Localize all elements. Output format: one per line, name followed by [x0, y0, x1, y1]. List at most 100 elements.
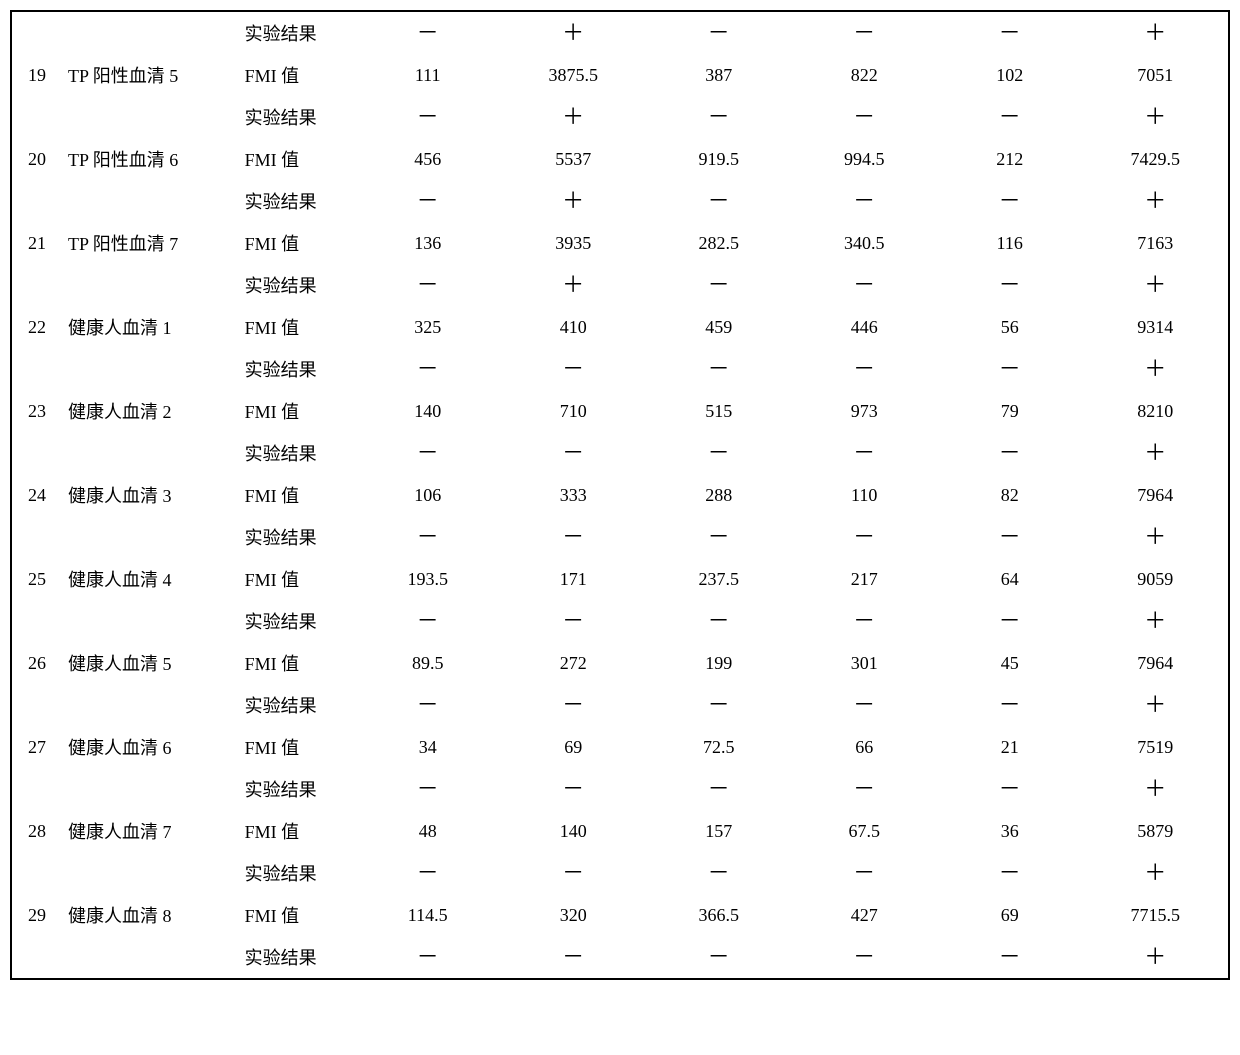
minus-symbol: － — [853, 442, 875, 464]
fmi-value-cell: 69 — [937, 894, 1083, 936]
row-index — [12, 432, 64, 474]
sample-name: 健康人血清 5 — [64, 642, 241, 684]
fmi-value-cell: 7429.5 — [1082, 138, 1228, 180]
result-cell: － — [646, 96, 792, 138]
plus-symbol: ＋ — [1144, 610, 1166, 632]
table-row: 20TP 阳性血清 6FMI 值4565537919.5994.52127429… — [12, 138, 1228, 180]
result-cell: － — [937, 600, 1083, 642]
sample-name — [64, 264, 241, 306]
result-cell: － — [791, 180, 937, 222]
table-row: 24健康人血清 3FMI 值106333288110827964 — [12, 474, 1228, 516]
plus-symbol: ＋ — [1144, 274, 1166, 296]
result-cell: － — [500, 684, 646, 726]
fmi-value-cell: 72.5 — [646, 726, 792, 768]
result-cell: － — [646, 600, 792, 642]
metric-label: 实验结果 — [241, 264, 355, 306]
sample-name — [64, 12, 241, 54]
sample-name: 健康人血清 3 — [64, 474, 241, 516]
sample-name: 健康人血清 2 — [64, 390, 241, 432]
result-cell: － — [791, 684, 937, 726]
result-cell: － — [355, 12, 501, 54]
result-cell: － — [355, 432, 501, 474]
sample-name: 健康人血清 1 — [64, 306, 241, 348]
fmi-value-cell: 79 — [937, 390, 1083, 432]
sample-name — [64, 180, 241, 222]
minus-symbol: － — [562, 526, 584, 548]
sample-name — [64, 768, 241, 810]
metric-label: FMI 值 — [241, 138, 355, 180]
minus-symbol: － — [417, 778, 439, 800]
row-index — [12, 180, 64, 222]
result-cell: － — [791, 516, 937, 558]
metric-label: 实验结果 — [241, 348, 355, 390]
result-cell: ＋ — [1082, 600, 1228, 642]
result-cell: － — [791, 348, 937, 390]
result-cell: － — [355, 348, 501, 390]
table-row: 22健康人血清 1FMI 值325410459446569314 — [12, 306, 1228, 348]
fmi-value-cell: 7964 — [1082, 474, 1228, 516]
fmi-value-cell: 89.5 — [355, 642, 501, 684]
fmi-value-cell: 3875.5 — [500, 54, 646, 96]
fmi-value-cell: 82 — [937, 474, 1083, 516]
sample-name — [64, 96, 241, 138]
minus-symbol: － — [708, 358, 730, 380]
result-cell: － — [646, 12, 792, 54]
metric-label: FMI 值 — [241, 306, 355, 348]
result-cell: － — [355, 852, 501, 894]
result-cell: ＋ — [500, 180, 646, 222]
fmi-value-cell: 136 — [355, 222, 501, 264]
result-cell: ＋ — [500, 12, 646, 54]
result-cell: ＋ — [1082, 348, 1228, 390]
result-cell: ＋ — [500, 264, 646, 306]
row-index — [12, 12, 64, 54]
sample-name: TP 阳性血清 7 — [64, 222, 241, 264]
minus-symbol: － — [999, 358, 1021, 380]
minus-symbol: － — [708, 778, 730, 800]
table-row: 27健康人血清 6FMI 值346972.566217519 — [12, 726, 1228, 768]
sample-name: 健康人血清 4 — [64, 558, 241, 600]
metric-label: FMI 值 — [241, 558, 355, 600]
result-cell: － — [500, 768, 646, 810]
fmi-value-cell: 410 — [500, 306, 646, 348]
minus-symbol: － — [417, 946, 439, 968]
result-cell: ＋ — [1082, 180, 1228, 222]
fmi-value-cell: 5879 — [1082, 810, 1228, 852]
result-cell: － — [937, 516, 1083, 558]
fmi-value-cell: 919.5 — [646, 138, 792, 180]
sample-name — [64, 852, 241, 894]
result-cell: － — [500, 348, 646, 390]
row-index — [12, 936, 64, 978]
minus-symbol: － — [853, 610, 875, 632]
fmi-value-cell: 171 — [500, 558, 646, 600]
result-cell: － — [791, 432, 937, 474]
table-row: 实验结果－－－－－＋ — [12, 432, 1228, 474]
fmi-value-cell: 387 — [646, 54, 792, 96]
result-cell: － — [937, 180, 1083, 222]
table-body: 实验结果－＋－－－＋19TP 阳性血清 5FMI 值1113875.538782… — [12, 12, 1228, 978]
sample-name — [64, 348, 241, 390]
row-index: 20 — [12, 138, 64, 180]
result-cell: － — [937, 684, 1083, 726]
minus-symbol: － — [853, 190, 875, 212]
table-row: 实验结果－＋－－－＋ — [12, 12, 1228, 54]
fmi-value-cell: 515 — [646, 390, 792, 432]
fmi-value-cell: 7715.5 — [1082, 894, 1228, 936]
fmi-value-cell: 36 — [937, 810, 1083, 852]
result-cell: ＋ — [500, 96, 646, 138]
minus-symbol: － — [417, 358, 439, 380]
minus-symbol: － — [999, 442, 1021, 464]
minus-symbol: － — [708, 610, 730, 632]
result-cell: － — [791, 936, 937, 978]
fmi-value-cell: 106 — [355, 474, 501, 516]
result-cell: － — [500, 516, 646, 558]
plus-symbol: ＋ — [1144, 22, 1166, 44]
row-index — [12, 348, 64, 390]
result-cell: － — [646, 516, 792, 558]
table-row: 25健康人血清 4FMI 值193.5171237.5217649059 — [12, 558, 1228, 600]
minus-symbol: － — [853, 274, 875, 296]
minus-symbol: － — [999, 610, 1021, 632]
row-index: 25 — [12, 558, 64, 600]
fmi-value-cell: 973 — [791, 390, 937, 432]
metric-label: 实验结果 — [241, 180, 355, 222]
row-index: 19 — [12, 54, 64, 96]
